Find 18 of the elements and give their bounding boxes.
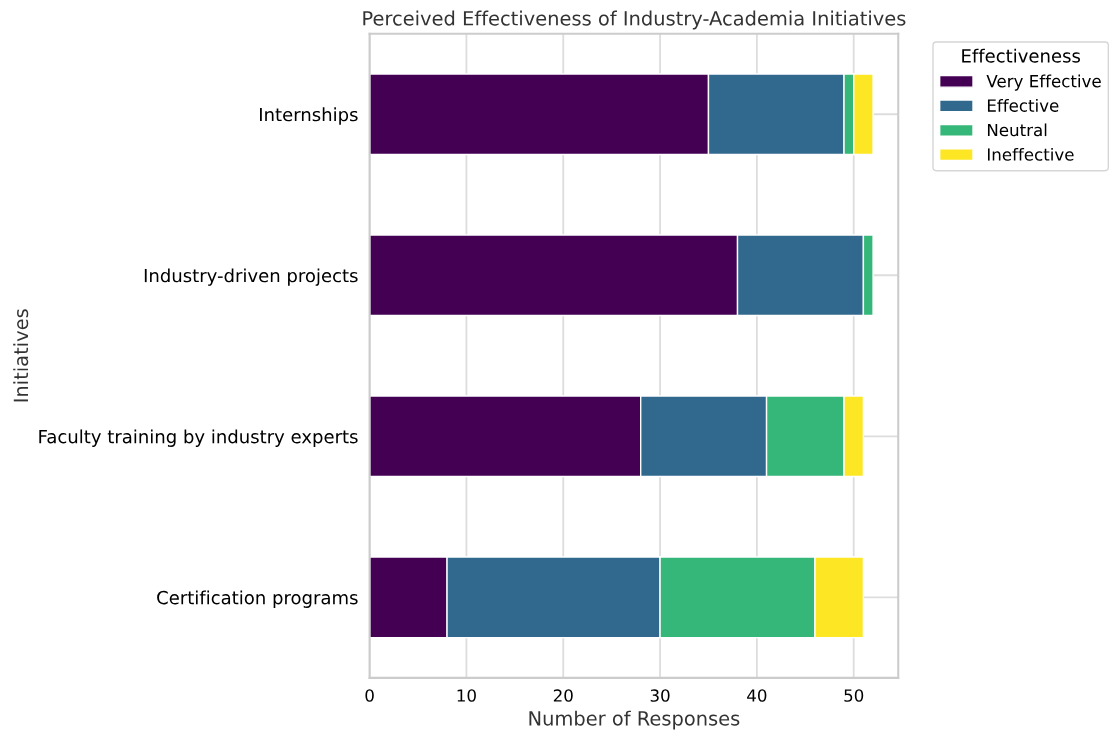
legend-label: Neutral	[987, 123, 1047, 137]
legend-label: Ineffective	[987, 147, 1074, 161]
x-tick-label: 10	[457, 689, 476, 702]
y-tick-label: Faculty training by industry experts	[39, 429, 358, 447]
y-axis-title: Initiatives	[13, 309, 29, 402]
chart-title: Perceived Effectiveness of Industry-Academia Initiatives	[363, 10, 906, 30]
x-tick-label: 30	[650, 689, 670, 702]
x-tick-label: 0	[365, 689, 374, 702]
x-tick-label: 20	[553, 689, 573, 702]
legend-label: Effective	[987, 98, 1059, 112]
y-tick-label: Certification programs	[157, 590, 358, 608]
y-tick-label: Industry-driven projects	[144, 268, 358, 286]
x-tick-label: 50	[844, 689, 864, 702]
legend-title: Effectiveness	[962, 48, 1080, 63]
y-tick-label: Internships	[260, 107, 358, 125]
legend-label: Very Effective	[986, 74, 1101, 91]
x-axis-title: Number of Responses	[529, 710, 740, 730]
x-tick-label: 40	[747, 689, 767, 702]
